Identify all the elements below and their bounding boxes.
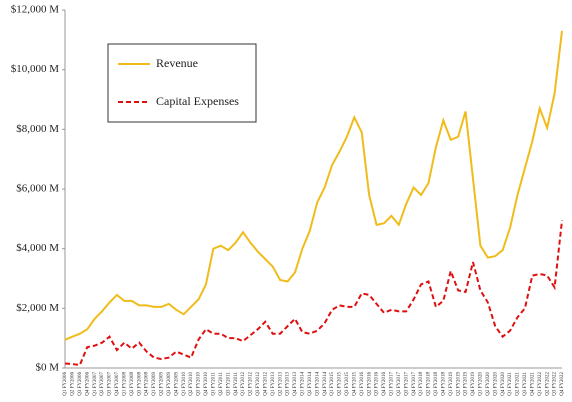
x-tick-label: Q3 FY2013 bbox=[286, 372, 291, 396]
x-tick-label: Q2 FY2019 bbox=[456, 372, 461, 396]
x-tick-label: Q2 FY2014 bbox=[308, 372, 313, 396]
x-tick-label: Q3 FY2019 bbox=[464, 372, 469, 396]
x-tick-label: Q2 FY2010 bbox=[189, 372, 194, 396]
legend-label: Capital Expenses bbox=[156, 94, 239, 108]
x-tick-label: Q4 FY2022 bbox=[560, 372, 565, 396]
x-tick-label: Q3 FY2022 bbox=[553, 372, 558, 396]
x-tick-label: Q2 FY2008 bbox=[130, 372, 135, 396]
x-tick-label: Q1 FY2012 bbox=[241, 372, 246, 396]
x-tick-label: Q2 FY2009 bbox=[160, 372, 165, 396]
x-tick-label: Q1 FY2020 bbox=[479, 372, 484, 396]
x-tick-label: Q3 FY2017 bbox=[404, 372, 409, 396]
x-tick-label: Q2 FY2011 bbox=[219, 372, 224, 396]
x-tick-label: Q3 FY2007 bbox=[108, 372, 113, 396]
x-tick-label: Q1 FY2021 bbox=[508, 372, 513, 396]
x-tick-label: Q4 FY2015 bbox=[352, 372, 357, 396]
legend-label: Revenue bbox=[156, 56, 198, 70]
y-tick-label: $2,000 M bbox=[16, 302, 59, 314]
x-tick-label: Q2 FY2007 bbox=[100, 372, 105, 396]
x-tick-label: Q1 FY2007 bbox=[93, 372, 98, 396]
x-tick-label: Q2 FY2020 bbox=[486, 372, 491, 396]
x-tick-label: Q4 FY2012 bbox=[263, 372, 268, 396]
x-tick-label: Q2 FY2022 bbox=[545, 372, 550, 396]
x-tick-label: Q1 FY2015 bbox=[330, 372, 335, 396]
x-tick-label: Q4 FY2016 bbox=[382, 372, 387, 396]
x-tick-label: Q4 FY2017 bbox=[412, 372, 417, 396]
x-tick-label: Q4 FY2018 bbox=[441, 372, 446, 396]
x-tick-label: Q4 FY2008 bbox=[145, 372, 150, 396]
x-tick-label: Q1 FY2014 bbox=[301, 372, 306, 396]
series-line bbox=[64, 220, 563, 367]
x-tick-label: Q2 FY2015 bbox=[338, 372, 343, 396]
x-tick-label: Q1 FY2022 bbox=[538, 372, 543, 396]
x-tick-label: Q2 FY2012 bbox=[249, 372, 254, 396]
x-tick-label: Q1 FY2009 bbox=[152, 372, 157, 396]
y-tick-label: $6,000 M bbox=[16, 183, 59, 195]
x-tick-label: Q3 FY2010 bbox=[197, 372, 202, 396]
y-tick-label: $12,000 M bbox=[11, 4, 60, 16]
x-tick-label: Q3 FY2014 bbox=[315, 372, 320, 396]
x-tick-label: Q2 FY2006 bbox=[71, 372, 76, 396]
x-tick-label: Q1 FY2013 bbox=[271, 372, 276, 396]
x-tick-label: Q2 FY2017 bbox=[397, 372, 402, 396]
x-tick-label: Q2 FY2018 bbox=[427, 372, 432, 396]
x-tick-label: Q2 FY2021 bbox=[516, 372, 521, 396]
x-tick-label: Q1 FY2006 bbox=[63, 372, 68, 396]
x-tick-label: Q3 FY2009 bbox=[167, 372, 172, 396]
x-tick-label: Q4 FY2013 bbox=[293, 372, 298, 396]
x-tick-label: Q3 FY2020 bbox=[493, 372, 498, 396]
legend-box bbox=[107, 43, 257, 123]
x-tick-label: Q3 FY2015 bbox=[345, 372, 350, 396]
y-tick-label: $4,000 M bbox=[16, 242, 59, 254]
x-tick-label: Q1 FY2010 bbox=[182, 372, 187, 396]
x-tick-label: Q3 FY2016 bbox=[375, 372, 380, 396]
x-tick-label: Q4 FY2014 bbox=[323, 372, 328, 396]
x-tick-label: Q3 FY2008 bbox=[137, 372, 142, 396]
x-tick-label: Q4 FY2011 bbox=[234, 372, 239, 396]
series-line bbox=[64, 30, 563, 341]
y-tick-label: $0 M bbox=[35, 362, 59, 374]
x-tick-label: Q1 FY2008 bbox=[122, 372, 127, 396]
x-tick-label: Q4 FY2020 bbox=[501, 372, 506, 396]
x-tick-label: Q1 FY2017 bbox=[390, 372, 395, 396]
x-tick-label: Q3 FY2006 bbox=[78, 372, 83, 396]
x-tick-label: Q3 FY2018 bbox=[434, 372, 439, 396]
x-tick-label: Q1 FY2011 bbox=[211, 372, 216, 396]
x-tick-label: Q2 FY2016 bbox=[367, 372, 372, 396]
x-tick-label: Q3 FY2021 bbox=[523, 372, 528, 396]
x-tick-label: Q4 FY2010 bbox=[204, 372, 209, 396]
x-tick-label: Q3 FY2012 bbox=[256, 372, 261, 396]
x-tick-label: Q4 FY2006 bbox=[85, 372, 90, 396]
x-tick-label: Q1 FY2018 bbox=[419, 372, 424, 396]
x-tick-label: Q3 FY2011 bbox=[226, 372, 231, 396]
x-tick-label: Q1 FY2019 bbox=[449, 372, 454, 396]
x-tick-label: Q1 FY2016 bbox=[360, 372, 365, 396]
x-tick-label: Q4 FY2021 bbox=[530, 372, 535, 396]
x-tick-label: Q4 FY2009 bbox=[174, 372, 179, 396]
x-tick-label: Q4 FY2007 bbox=[115, 372, 120, 396]
y-tick-label: $10,000 M bbox=[11, 63, 60, 75]
x-tick-label: Q2 FY2013 bbox=[278, 372, 283, 396]
x-tick-label: Q4 FY2019 bbox=[471, 372, 476, 396]
y-tick-label: $8,000 M bbox=[16, 123, 59, 135]
